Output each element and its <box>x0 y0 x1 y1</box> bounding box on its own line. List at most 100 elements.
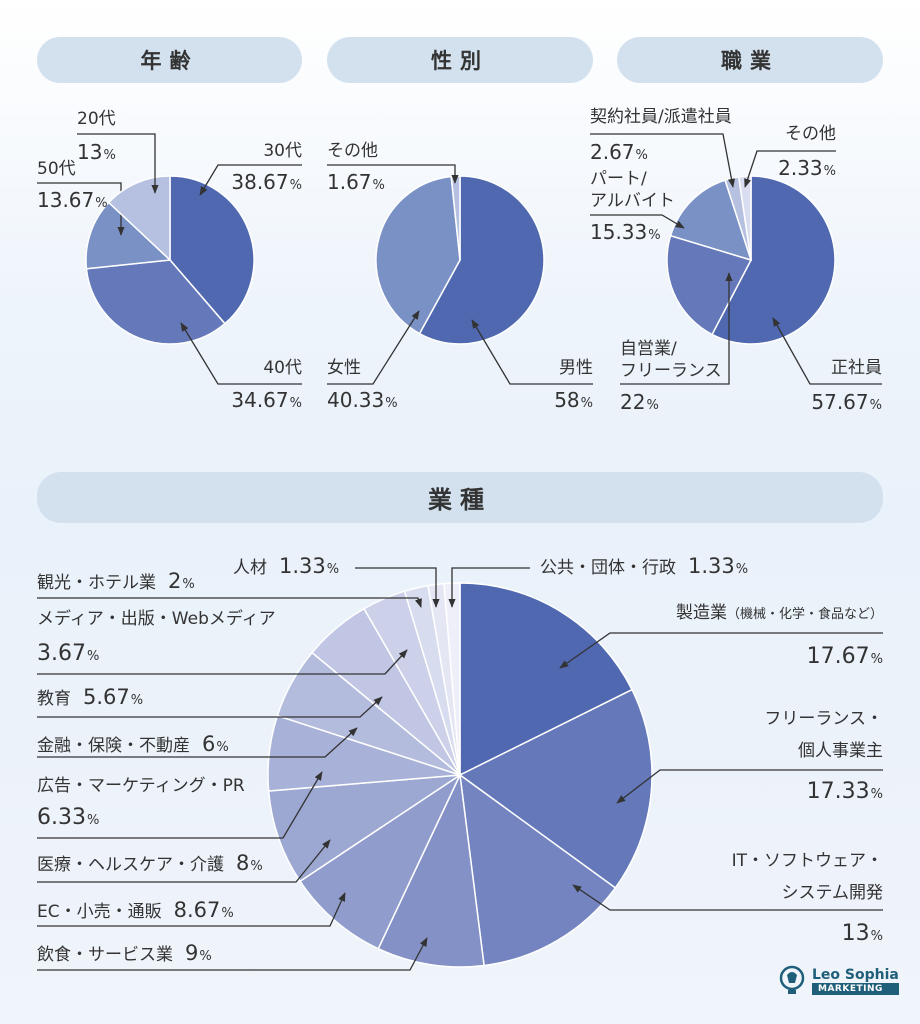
industry-leader-line-12 <box>448 567 530 608</box>
occupation-label-4: その他 <box>785 123 836 145</box>
industry-leader-line-11 <box>355 567 440 608</box>
slice-label-text: その他 <box>785 124 836 144</box>
occupation-label-1: 自営業/ フリーランス <box>620 338 722 382</box>
slice-value-number: 22 <box>620 390 646 414</box>
slice-label-text: 公共・団体・行政 <box>540 558 676 578</box>
slice-label-text: 女性 <box>327 358 361 378</box>
slice-label-text: 30代 <box>263 141 302 161</box>
occupation-value-0: 57.67% <box>811 390 882 418</box>
age-label-2: 50代 <box>37 158 76 180</box>
industry-leader-line-5 <box>37 839 331 883</box>
leo-sophia-logo: Leo Sophia MARKETING <box>778 965 899 997</box>
occupation-section-header: 職業 <box>617 37 883 83</box>
slice-label-text: 広告・マーケティング・PR <box>37 776 245 796</box>
age-value-2: 13.67% <box>37 188 108 216</box>
age-pie-slice-1 <box>85 259 226 345</box>
percent-unit: % <box>130 693 144 708</box>
slice-label-text: 男性 <box>559 358 593 378</box>
logo-tag: MARKETING <box>812 983 899 995</box>
industry-label-6: 広告・マーケティング・PR <box>37 770 245 802</box>
industry-leader-line-8 <box>37 696 383 718</box>
percent-unit: % <box>86 649 100 664</box>
industry-label-9: メディア・出版・Webメディア <box>37 603 276 635</box>
industry-value-9: 3.67% <box>37 642 99 669</box>
industry-label-4: EC・小売・通販 8.67% <box>37 894 234 930</box>
slice-value-number: 1.33 <box>688 554 735 578</box>
industry-leader-line-6 <box>37 771 323 839</box>
percent-unit: % <box>870 929 883 944</box>
slice-value-number: 9 <box>185 941 199 965</box>
percent-unit: % <box>385 396 398 411</box>
percent-unit: % <box>95 196 108 211</box>
industry-value-7: 6% <box>202 732 229 756</box>
percent-unit: % <box>103 148 116 163</box>
percent-unit: % <box>372 178 385 193</box>
slice-label-text: 教育 <box>37 689 71 709</box>
percent-unit: % <box>216 740 229 755</box>
lion-head-logo-icon <box>779 965 805 994</box>
slice-value-number: 17.67 <box>806 644 870 669</box>
percent-unit: % <box>870 787 883 802</box>
slice-value-number: 57.67 <box>811 390 869 414</box>
industry-value-10: 2% <box>168 569 195 593</box>
slice-label-text: 20代 <box>77 109 116 129</box>
slice-value-number: 15.33 <box>590 220 648 244</box>
percent-unit: % <box>250 859 263 874</box>
age-pie-slice-3 <box>107 175 171 262</box>
gender-value-0: 58% <box>554 388 593 416</box>
slice-label-text: その他 <box>327 141 378 161</box>
percent-unit: % <box>199 949 212 964</box>
industry-label-5: 医療・ヘルスケア・介護 8% <box>37 847 263 883</box>
percent-unit: % <box>326 562 340 577</box>
percent-unit: % <box>182 577 195 592</box>
slice-label-text: 契約社員/派遣社員 <box>590 107 732 127</box>
gender-label-2: その他 <box>327 140 378 162</box>
slice-label-text: 40代 <box>263 358 302 378</box>
occupation-pie-slice-0 <box>711 175 836 345</box>
industry-pie-slice-1 <box>458 688 653 889</box>
slice-label-text: 人材 <box>233 558 267 578</box>
industry-value-6: 6.33% <box>37 806 99 833</box>
industry-label-8: 教育 5.67% <box>37 681 143 717</box>
percent-unit: % <box>870 652 883 667</box>
industry-value-3: 9% <box>185 941 212 965</box>
slice-value-number: 1.67 <box>327 170 372 194</box>
occupation-label-3: 契約社員/派遣社員 <box>590 106 732 128</box>
slice-value-number: 2 <box>168 569 182 593</box>
slice-value-number: 6.33 <box>37 805 86 830</box>
percent-unit: % <box>86 813 100 828</box>
industry-leader-line-7 <box>37 727 358 758</box>
industry-label-7: 金融・保険・不動産 6% <box>37 728 229 764</box>
percent-unit: % <box>289 178 302 193</box>
slice-label-text: パート/ アルバイト <box>590 169 675 211</box>
percent-unit: % <box>289 396 302 411</box>
gender-value-1: 40.33% <box>327 388 398 416</box>
industry-value-2: 13% <box>842 922 883 949</box>
age-label-1: 40代 <box>263 357 302 379</box>
gender-label-1: 女性 <box>327 357 361 379</box>
slice-value-number: 3.67 <box>37 641 86 666</box>
gender-value-2: 1.67% <box>327 170 385 198</box>
slice-label-text: 正社員 <box>831 358 882 378</box>
occupation-label-0: 正社員 <box>831 357 882 379</box>
industry-leader-line-4 <box>37 892 346 927</box>
occupation-leader-line-4 <box>744 150 836 188</box>
age-pie-slice-2 <box>85 201 172 270</box>
percent-unit: % <box>646 398 659 413</box>
industry-section-header: 業種 <box>37 472 883 523</box>
age-value-0: 38.67% <box>231 170 302 198</box>
occupation-pie-slice-1 <box>666 234 753 336</box>
slice-label-text: 製造業 <box>675 603 727 623</box>
slice-value-number: 58 <box>554 388 580 412</box>
slice-value-number: 6 <box>202 732 216 756</box>
age-leader-line-2 <box>37 182 125 236</box>
slice-value-number: 1.33 <box>279 554 326 578</box>
occupation-value-1: 22% <box>620 390 659 418</box>
age-leader-line-3 <box>77 133 159 194</box>
industry-label-12: 公共・団体・行政 1.33% <box>540 550 748 586</box>
industry-value-5: 8% <box>236 851 263 875</box>
slice-value-number: 13.67 <box>37 188 95 212</box>
industry-leader-line-9 <box>37 649 408 675</box>
percent-unit: % <box>580 396 593 411</box>
